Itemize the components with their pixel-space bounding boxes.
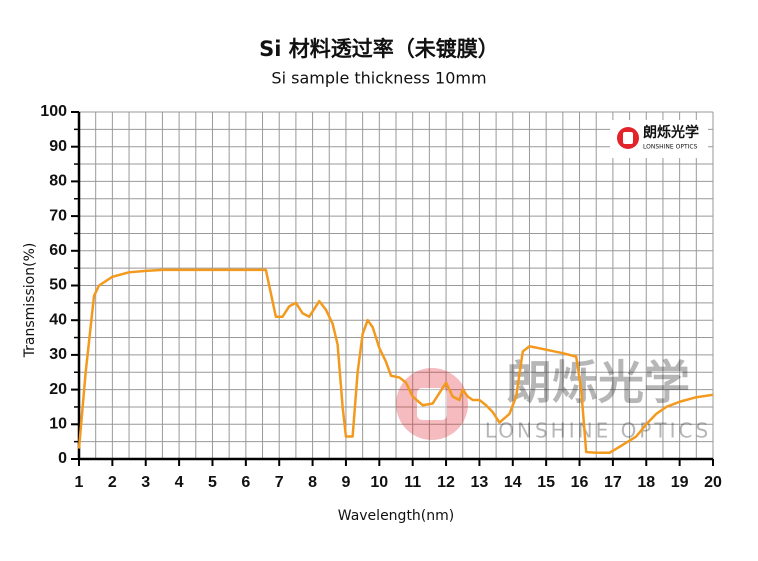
y-tick-label: 80 — [49, 173, 67, 190]
x-tick-label: 7 — [275, 474, 284, 491]
x-tick-label: 4 — [175, 474, 184, 491]
y-tick-label: 70 — [49, 207, 67, 224]
chart-subtitle: Si sample thickness 10mm — [271, 69, 486, 88]
watermark-name: 朗烁光学 — [506, 356, 690, 410]
x-tick-label: 8 — [308, 474, 317, 491]
y-tick-label: 40 — [49, 311, 67, 328]
watermark-subtitle: LONSHINE OPTICS — [485, 419, 711, 443]
x-tick-label: 12 — [437, 474, 455, 491]
y-tick-label: 60 — [49, 242, 67, 259]
chart-title: Si 材料透过率（未镀膜） — [259, 37, 499, 61]
x-tick-label: 6 — [241, 474, 250, 491]
x-tick-label: 2 — [108, 474, 117, 491]
y-tick-label: 0 — [58, 450, 67, 467]
x-tick-label: 19 — [671, 474, 689, 491]
y-tick-label: 100 — [40, 103, 67, 120]
grid — [78, 111, 714, 460]
y-axis-label: Transmission(%) — [22, 243, 38, 359]
x-tick-label: 16 — [571, 474, 589, 491]
x-tick-label: 18 — [637, 474, 655, 491]
y-tick-label: 50 — [49, 277, 67, 294]
x-tick-label: 11 — [404, 474, 421, 491]
x-tick-label: 13 — [471, 474, 489, 491]
y-tick-label: 90 — [49, 138, 67, 155]
logo-name: 朗烁光学 — [643, 124, 699, 141]
x-tick-label: 9 — [341, 474, 350, 491]
x-tick-label: 1 — [75, 474, 84, 491]
data-line — [77, 268, 714, 454]
x-tick-label: 15 — [537, 474, 555, 491]
x-tick-label: 14 — [504, 474, 522, 491]
logo-subtitle: LONSHINE OPTICS — [643, 144, 698, 151]
logo-icon-inner — [623, 132, 633, 144]
x-axis-label: Wavelength(nm) — [338, 508, 454, 524]
watermark: 朗烁光学 LONSHINE OPTICS — [396, 356, 711, 443]
y-tick-label: 30 — [49, 346, 67, 363]
x-tick-label: 5 — [208, 474, 217, 491]
x-tick-label: 10 — [370, 474, 388, 491]
logo: 朗烁光学 LONSHINE OPTICS — [610, 120, 708, 158]
y-tick-label: 10 — [49, 416, 67, 433]
x-tick-label: 17 — [604, 474, 622, 491]
x-tick-label: 20 — [704, 474, 722, 491]
y-tick-label: 20 — [49, 381, 67, 398]
x-tick-label: 3 — [141, 474, 150, 491]
